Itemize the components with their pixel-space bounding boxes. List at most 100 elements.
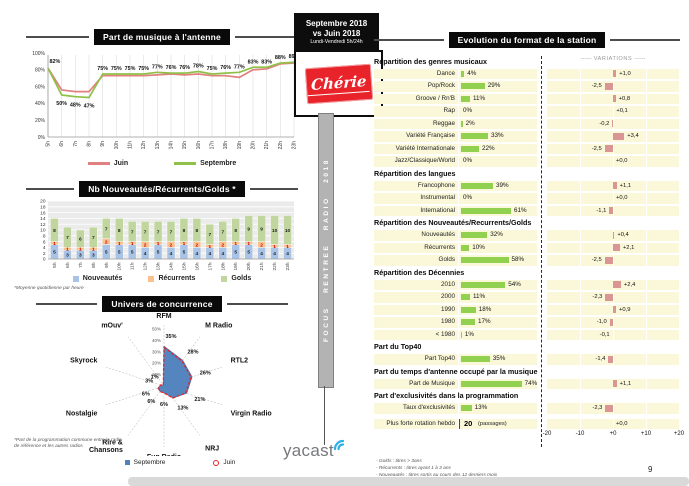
svg-text:7h: 7h: [78, 262, 84, 268]
section-header: Répartition des Décennies: [374, 267, 465, 277]
svg-text:7: 7: [209, 232, 212, 238]
svg-text:78%: 78%: [193, 63, 204, 69]
share-value: 4%: [467, 69, 477, 77]
row-share-cell: 29%: [459, 81, 537, 92]
variation-value: +1,1: [619, 182, 632, 189]
svg-text:75%: 75%: [125, 66, 136, 72]
period-header: Septembre 2018 vs Juin 2018 Lundi-Vendre…: [294, 13, 379, 50]
svg-text:50%: 50%: [152, 327, 161, 332]
variation-value: -0,1: [599, 331, 610, 338]
format-row: Rap 0% +0,1: [374, 106, 682, 117]
svg-text:22h: 22h: [272, 262, 278, 270]
variation-bar: [613, 182, 617, 190]
svg-text:4: 4: [209, 251, 212, 257]
share-bar: [461, 380, 522, 387]
svg-text:1: 1: [92, 247, 95, 253]
row-share-cell: 18%: [459, 304, 537, 315]
svg-text:12: 12: [40, 222, 46, 228]
row-variation-cell: -2,5: [547, 255, 679, 266]
svg-text:20h: 20h: [251, 141, 257, 150]
row-share-cell: 33%: [459, 131, 537, 142]
svg-text:5: 5: [105, 250, 108, 256]
svg-text:1%: 1%: [151, 375, 159, 381]
row-label: Récurrents: [374, 242, 458, 253]
svg-text:4: 4: [286, 251, 289, 257]
share-bar: [461, 294, 471, 301]
variation-value: +2,1: [622, 244, 635, 251]
legend-label-septembre-radar: Septembre: [133, 459, 166, 466]
svg-text:28%: 28%: [187, 350, 198, 356]
competition-legend: Septembre Juin: [90, 459, 270, 466]
svg-text:20%: 20%: [35, 118, 46, 124]
period-vs: vs Juin 2018: [312, 28, 361, 38]
svg-text:30%: 30%: [152, 349, 161, 354]
legend-label-septembre: Septembre: [200, 160, 237, 167]
svg-text:20%: 20%: [152, 361, 161, 366]
format-row: Nouveautés 32% +0,4: [374, 230, 682, 241]
variation-value: -2,3: [592, 405, 603, 411]
row-share-cell: 1%: [459, 329, 537, 340]
svg-text:22h: 22h: [278, 141, 284, 150]
legend-item-recurrents: Récurrents: [148, 275, 195, 282]
format-row: Variété Internationale 22% -2,5: [374, 143, 682, 154]
share-value: 17%: [477, 318, 491, 325]
row-variation-cell: -0,1: [547, 329, 679, 340]
format-table: Répartition des genres musicaux Dance 4% +1…: [374, 55, 684, 440]
svg-text:2: 2: [221, 242, 224, 248]
title-rule: [374, 39, 444, 41]
format-row: Francophone 39% +1,1: [374, 180, 682, 191]
share-value: 39%: [495, 181, 509, 189]
svg-text:5h: 5h: [46, 141, 52, 147]
svg-text:7: 7: [221, 229, 224, 235]
share-value: 22%: [482, 144, 495, 152]
row-share-cell: 0%: [459, 156, 537, 167]
variation-value: -2,5: [591, 145, 602, 152]
row-variation-cell: +1,0: [547, 68, 679, 79]
svg-text:11h: 11h: [128, 141, 134, 149]
svg-text:4: 4: [170, 251, 173, 257]
legend-label-juin: Juin: [113, 160, 129, 167]
svg-text:4: 4: [196, 251, 199, 257]
format-row: Jazz/Classique/World 0% +0,0: [374, 156, 682, 167]
svg-text:16h: 16h: [196, 141, 202, 150]
share-bar: [461, 83, 485, 90]
svg-text:5: 5: [118, 250, 121, 256]
row-label: 1980: [374, 317, 458, 328]
cherie-logo: Chérie: [304, 63, 373, 104]
variation-value: -0,2: [599, 120, 610, 127]
svg-text:2: 2: [144, 242, 147, 248]
row-label: Variété Française: [374, 131, 458, 142]
row-label: Plus forte rotation hebdo: [374, 418, 458, 429]
share-bar: [461, 244, 470, 251]
svg-text:1: 1: [66, 247, 69, 253]
svg-text:Virgin Radio: Virgin Radio: [231, 411, 272, 418]
row-variation-cell: +0,1: [547, 106, 679, 117]
variation-value: +2,4: [623, 281, 636, 288]
share-value: 13%: [474, 404, 488, 411]
format-row: Golds 58% -2,5: [374, 255, 682, 266]
footnote-nouveautes: - Nouveautés : titres sortis au cours de…: [376, 472, 498, 478]
variations-dash-right: ------: [634, 56, 646, 62]
svg-text:88%: 88%: [275, 55, 286, 61]
format-title-bar: Evolution du format de la station: [374, 32, 681, 48]
svg-text:4: 4: [273, 251, 276, 257]
svg-text:13%: 13%: [177, 405, 188, 411]
share-bar: [461, 120, 463, 127]
row-variation-cell: +2,4: [547, 279, 679, 290]
variations-label: VARIATIONS: [593, 56, 633, 62]
svg-text:11h: 11h: [130, 262, 136, 270]
row-share-cell: 74%: [459, 378, 537, 389]
period-month: Septembre 2018: [305, 18, 368, 28]
svg-text:13h: 13h: [156, 262, 162, 270]
ribbon-stem-line: [324, 386, 325, 445]
svg-text:8: 8: [183, 228, 186, 234]
svg-text:40%: 40%: [152, 338, 161, 343]
svg-text:18: 18: [40, 205, 46, 211]
nouveautes-swatch: [72, 275, 79, 282]
format-row: 1990 18% +0,9: [374, 304, 682, 315]
svg-text:7: 7: [157, 229, 160, 235]
juin-line-swatch: [87, 162, 110, 165]
svg-text:5: 5: [247, 250, 250, 256]
rotation-footnote: *Moyenne quotidienne par heure: [14, 286, 84, 291]
